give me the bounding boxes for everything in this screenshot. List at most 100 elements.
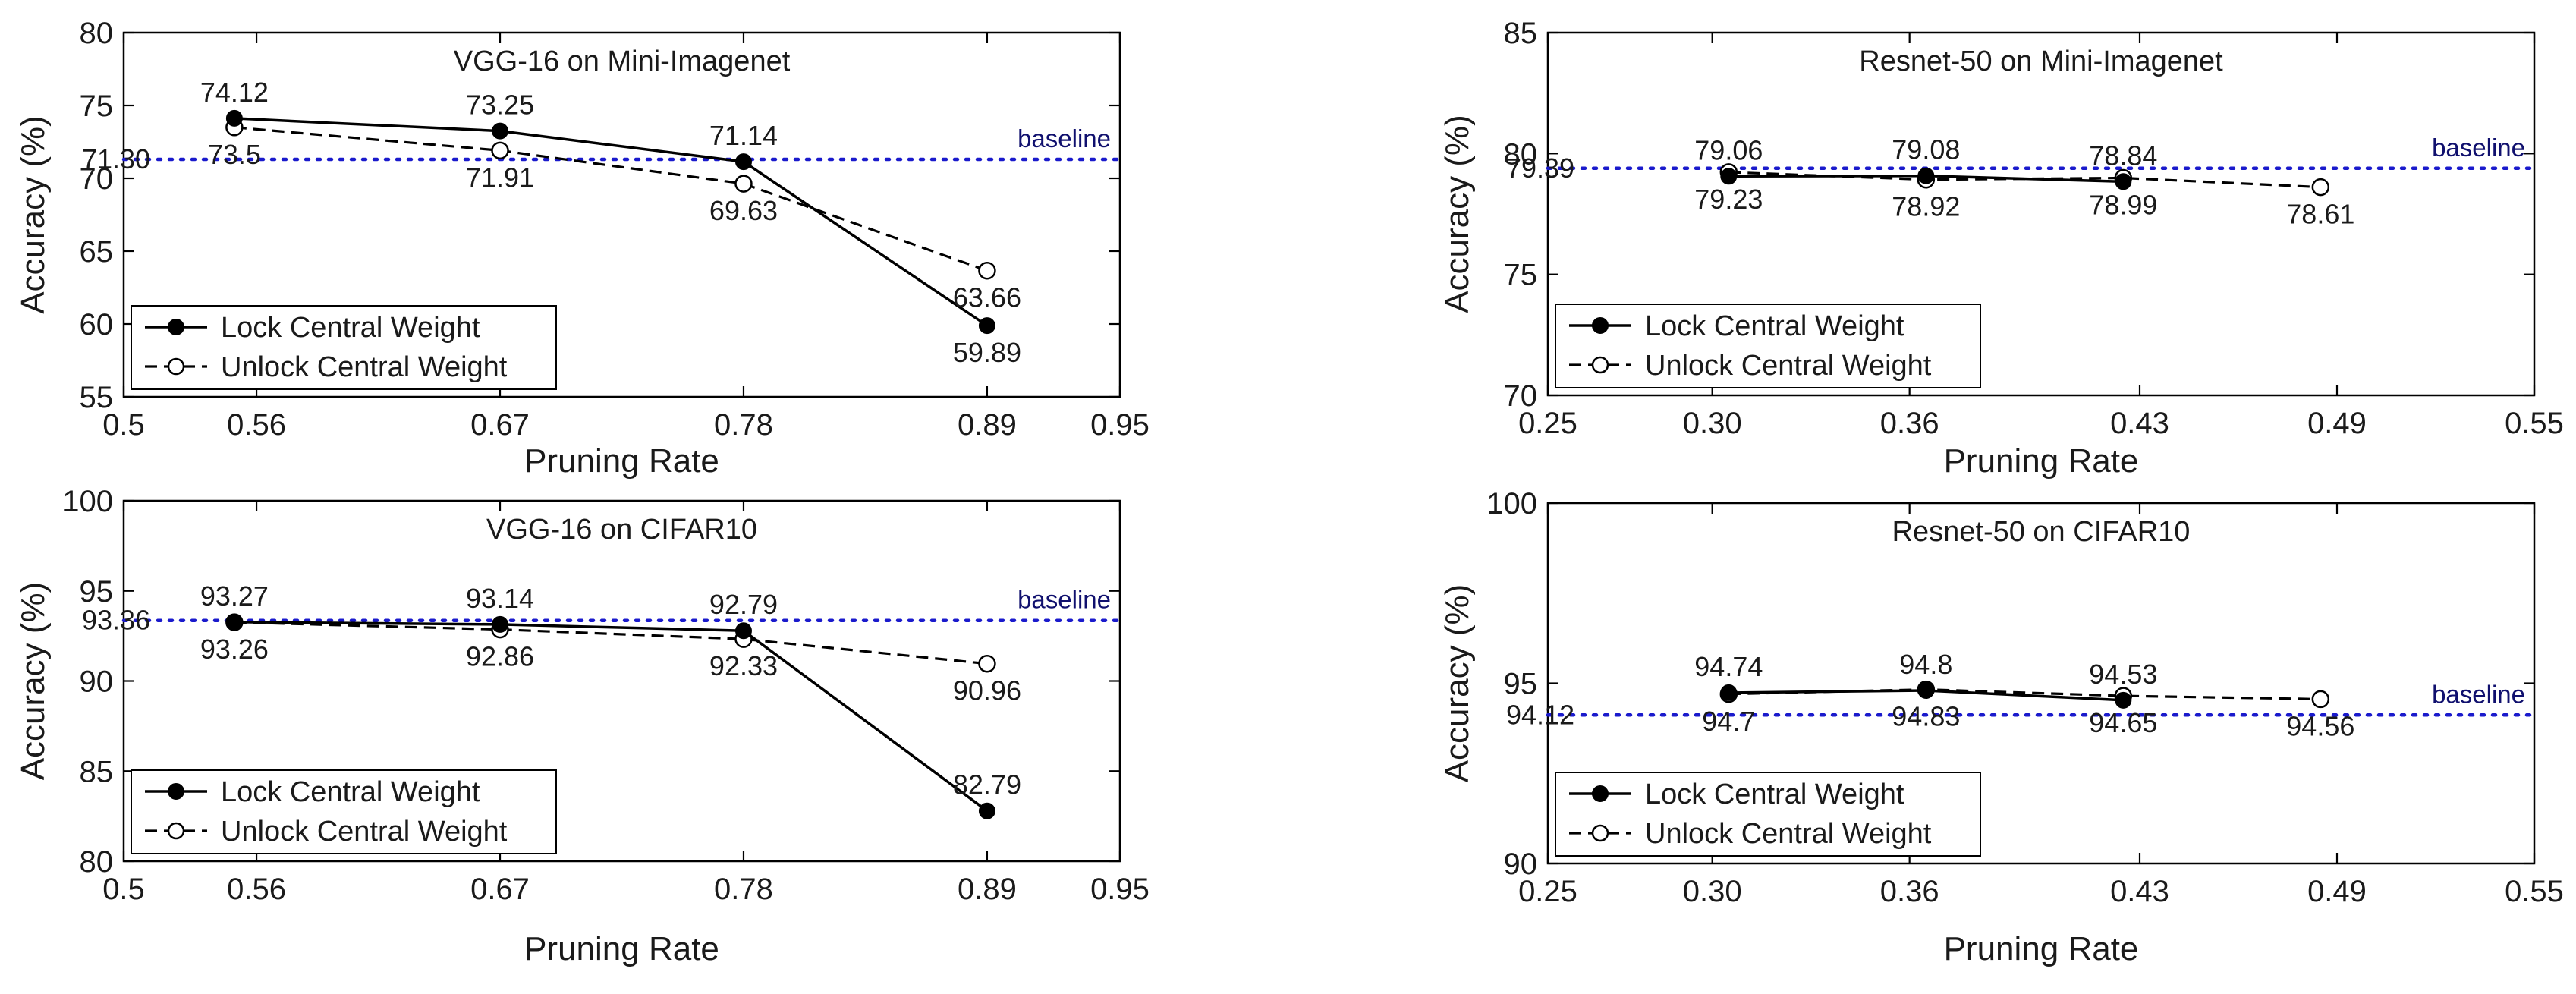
data-point-lock xyxy=(1917,167,1935,184)
x-tick-label: 0.67 xyxy=(470,408,530,442)
x-axis-title: Pruning Rate xyxy=(524,442,719,480)
legend: Lock Central Weight Unlock Central Weight xyxy=(131,305,557,390)
legend-label-unlock: Unlock Central Weight xyxy=(1645,818,1932,850)
legend-marker-lock xyxy=(168,319,184,335)
y-axis-title: Accuracy (%) xyxy=(1439,115,1476,313)
legend: Lock Central Weight Unlock Central Weight xyxy=(131,769,557,854)
legend-marker-lock xyxy=(1592,317,1609,334)
legend-label-lock: Lock Central Weight xyxy=(221,312,480,344)
data-label-unlock: 79.23 xyxy=(1694,184,1763,215)
data-label-lock: 59.89 xyxy=(953,337,1021,368)
y-tick-label: 75 xyxy=(80,90,114,123)
baseline-value-label: 93.36 xyxy=(82,605,150,636)
x-tick-label: 0.5 xyxy=(102,873,145,906)
data-point-unlock xyxy=(2311,690,2330,709)
chart-resnet50-miniimagenet: 0.25 0.30 0.36 0.43 0.49 0.55 70 75 80 85 Pruning … xyxy=(1439,17,2564,480)
chart-vgg16-miniimagenet: 0.5 0.56 0.67 0.78 0.89 0.95 55 60 65 70 75 80 Pruni… xyxy=(14,17,1150,480)
x-tick-label: 0.95 xyxy=(1090,873,1150,906)
y-tick-label: 75 xyxy=(1504,259,1538,292)
baseline-value-label: 79.39 xyxy=(1506,153,1574,184)
x-tick-label: 0.56 xyxy=(227,408,286,442)
legend-box xyxy=(1555,304,1981,388)
y-tick-label: 55 xyxy=(80,381,114,414)
data-label-unlock: 94.65 xyxy=(2089,707,2157,738)
legend-marker-unlock xyxy=(167,357,185,376)
y-tick-label: 85 xyxy=(1504,17,1538,50)
x-tick-label: 0.36 xyxy=(1880,875,1939,908)
data-point-lock xyxy=(1720,684,1738,701)
plot-frame xyxy=(122,31,1121,398)
data-label-unlock: 94.7 xyxy=(1702,706,1755,737)
x-tick-label: 0.78 xyxy=(714,408,773,442)
baseline-value-label: 94.12 xyxy=(1506,699,1574,730)
data-label-lock: 79.08 xyxy=(1892,134,1960,165)
x-tick-label: 0.67 xyxy=(470,873,530,906)
legend-label-lock: Lock Central Weight xyxy=(221,776,480,808)
legend-label-lock: Lock Central Weight xyxy=(1645,310,1904,342)
baseline-label: baseline xyxy=(1018,124,1111,153)
data-label-lock: 94.74 xyxy=(1694,651,1763,682)
chart-title: VGG-16 on Mini-Imagenet xyxy=(454,46,791,77)
legend: Lock Central Weight Unlock Central Weight xyxy=(1555,304,1981,388)
data-label-lock: 93.27 xyxy=(200,580,269,612)
data-point-unlock xyxy=(978,261,996,280)
legend-label-unlock: Unlock Central Weight xyxy=(1645,350,1932,382)
data-point-lock xyxy=(734,622,752,640)
data-point-lock xyxy=(2115,691,2132,709)
data-label-lock: 92.79 xyxy=(709,589,778,620)
series-line-unlock xyxy=(234,621,988,665)
x-tick-label: 0.55 xyxy=(2505,875,2564,908)
x-tick-label: 0.78 xyxy=(714,873,773,906)
x-tick-label: 0.89 xyxy=(958,408,1017,442)
data-label-unlock: 92.86 xyxy=(466,641,534,672)
chart-title: Resnet-50 on CIFAR10 xyxy=(1892,516,2191,548)
x-tick-label: 0.89 xyxy=(958,873,1017,906)
x-tick-label: 0.43 xyxy=(2110,407,2169,440)
y-tick-label: 100 xyxy=(1486,487,1537,521)
legend-marker-lock xyxy=(168,783,184,800)
legend-box xyxy=(1555,772,1981,857)
y-tick-label: 95 xyxy=(1504,668,1538,701)
y-tick-label: 70 xyxy=(80,162,114,196)
data-label-lock: 94.8 xyxy=(1899,649,1952,680)
chart-title: Resnet-50 on Mini-Imagenet xyxy=(1859,46,2223,77)
x-tick-label: 0.25 xyxy=(1518,407,1577,440)
data-point-unlock xyxy=(978,654,996,673)
y-tick-label: 90 xyxy=(80,665,114,699)
data-label-lock: 93.14 xyxy=(466,583,534,614)
data-label-unlock: 71.91 xyxy=(466,162,534,193)
x-tick-label: 0.5 xyxy=(102,408,145,442)
series-line-lock xyxy=(234,117,988,327)
data-point-lock xyxy=(225,109,243,127)
data-point-unlock xyxy=(734,175,753,193)
data-point-lock xyxy=(734,153,752,171)
data-label-unlock: 78.99 xyxy=(2089,190,2157,221)
data-point-lock xyxy=(492,122,509,140)
series-line-unlock xyxy=(234,126,988,272)
x-tick-label: 0.95 xyxy=(1090,408,1150,442)
x-axis-title: Pruning Rate xyxy=(1944,930,2139,967)
x-tick-label: 0.30 xyxy=(1683,875,1742,908)
y-tick-label: 80 xyxy=(1504,137,1538,171)
legend-label-unlock: Unlock Central Weight xyxy=(221,816,508,848)
legend-marker-unlock xyxy=(1591,824,1609,842)
data-point-lock xyxy=(978,802,995,819)
chart-title: VGG-16 on CIFAR10 xyxy=(486,514,757,546)
x-tick-label: 0.56 xyxy=(227,873,286,906)
data-label-unlock: 73.5 xyxy=(208,139,261,170)
data-label-lock: 82.79 xyxy=(953,769,1021,801)
baseline-label: baseline xyxy=(2432,680,2525,708)
x-axis-title: Pruning Rate xyxy=(524,930,719,967)
y-axis-title: Accuracy (%) xyxy=(14,582,52,781)
data-label-lock: 74.12 xyxy=(200,77,269,108)
y-tick-label: 65 xyxy=(80,235,114,269)
x-tick-label: 0.49 xyxy=(2307,875,2367,908)
data-label-lock: 78.84 xyxy=(2089,140,2157,171)
legend-marker-lock xyxy=(1592,785,1609,802)
x-tick-label: 0.55 xyxy=(2505,407,2564,440)
data-label-lock: 71.14 xyxy=(709,120,778,151)
series-line-lock xyxy=(234,621,988,813)
x-tick-label: 0.36 xyxy=(1880,407,1939,440)
x-tick-label: 0.43 xyxy=(2110,875,2169,908)
